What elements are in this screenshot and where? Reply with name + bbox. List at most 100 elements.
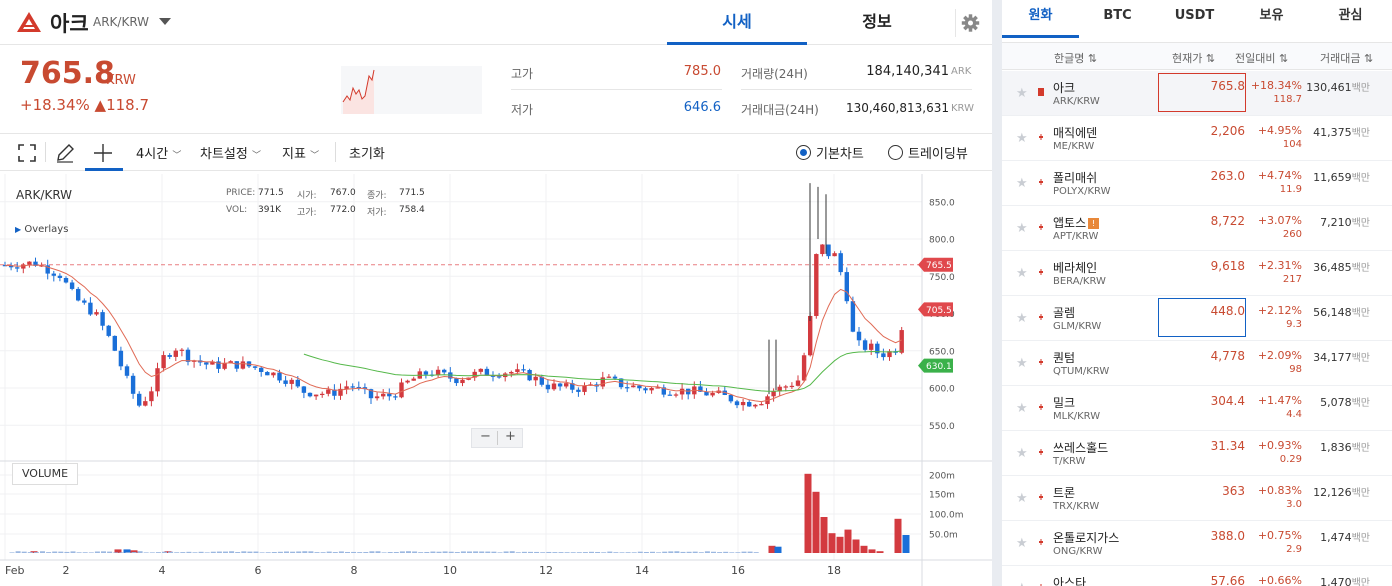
star-icon[interactable]: ★ xyxy=(1016,401,1028,416)
header-name[interactable]: 한글명 ⇅ xyxy=(1054,52,1098,65)
chart-symbol: ARK/KRW xyxy=(16,188,73,202)
market-row[interactable]: ★ 온톨로지가스 ONG/KRW 388.0 +0.75% 2.9 1,474백만 xyxy=(1002,521,1392,566)
coin-pair: APT/KRW xyxy=(1053,231,1099,242)
tab-holdings[interactable]: 보유 xyxy=(1259,8,1284,23)
ark-logo-icon xyxy=(17,12,41,32)
indicators-dropdown[interactable]: 지표 ﹀ xyxy=(282,143,319,162)
star-icon[interactable]: ★ xyxy=(1016,446,1028,461)
market-row[interactable]: ★ 베라체인 BERA/KRW 9,618 +2.31% 217 36,485백만 xyxy=(1002,251,1392,296)
market-row[interactable]: ★ 밀크 MLK/KRW 304.4 +1.47% 4.4 5,078백만 xyxy=(1002,386,1392,431)
coin-change-pct: +4.74% xyxy=(1257,169,1302,182)
x-tick-label: 12 xyxy=(539,564,553,577)
volume-bar xyxy=(332,552,338,553)
interval-dropdown[interactable]: 4시간 ﹀ xyxy=(136,143,181,162)
basic-chart-radio[interactable] xyxy=(796,145,811,160)
volume-bar xyxy=(107,551,113,553)
volume-bar xyxy=(876,551,884,553)
overlays-toggle[interactable]: ▶ Overlays xyxy=(15,224,68,235)
coin-volume: 5,078백만 xyxy=(1320,396,1370,409)
fullscreen-icon[interactable] xyxy=(18,144,36,162)
volume-bar xyxy=(113,552,119,553)
candle-body xyxy=(252,366,258,368)
candle-body xyxy=(259,367,264,372)
header-change[interactable]: 전일대비 ⇅ xyxy=(1235,52,1289,65)
tab-usdt[interactable]: USDT xyxy=(1174,8,1215,23)
candle-body xyxy=(88,302,93,315)
market-row[interactable]: ★ 트론 TRX/KRW 363 +0.83% 3.0 12,126백만 xyxy=(1002,476,1392,521)
candle-body xyxy=(143,401,148,406)
coin-price: 448.0 xyxy=(1210,304,1245,318)
candle-body xyxy=(399,382,404,398)
high-info-value: 772.0 xyxy=(330,205,356,215)
star-icon[interactable]: ★ xyxy=(1016,311,1028,326)
star-icon[interactable]: ★ xyxy=(1016,266,1028,281)
market-row[interactable]: ★ 아스타 57.66 +0.66% 1,470백만 xyxy=(1002,566,1392,586)
coin-pair: ARK/KRW xyxy=(93,15,150,29)
candle-body xyxy=(826,244,831,257)
candle-body xyxy=(771,391,776,397)
volume-bar xyxy=(369,551,375,553)
volume-tick-label: 50.0m xyxy=(929,531,958,541)
gear-icon[interactable] xyxy=(955,9,985,37)
price-change: +18.34% ▲118.7 xyxy=(20,96,150,114)
candle-body xyxy=(478,368,483,372)
pencil-icon[interactable] xyxy=(55,143,75,163)
header-price[interactable]: 현재가 ⇅ xyxy=(1172,52,1216,65)
volume-bar xyxy=(558,552,564,553)
star-icon[interactable]: ★ xyxy=(1016,581,1028,586)
tradingview-label[interactable]: 트레이딩뷰 xyxy=(908,147,968,162)
candle-body xyxy=(411,378,416,381)
tradingview-radio[interactable] xyxy=(888,145,903,160)
candle-body xyxy=(472,371,477,378)
market-row[interactable]: ★ 골렘 GLM/KRW 448.0 +2.12% 9.3 56,148백만 xyxy=(1002,296,1392,341)
price-tag-text: 705.5 xyxy=(926,306,952,316)
candle-body xyxy=(173,350,178,357)
star-icon[interactable]: ★ xyxy=(1016,176,1028,191)
star-icon[interactable]: ★ xyxy=(1016,86,1028,101)
star-icon[interactable]: ★ xyxy=(1016,491,1028,506)
ma-short-line xyxy=(4,264,902,403)
volume-bar xyxy=(552,552,558,553)
candle-body xyxy=(100,312,105,326)
volume-bar xyxy=(351,551,357,553)
coin-pair: ONG/KRW xyxy=(1053,546,1103,557)
volume-bar xyxy=(650,551,655,553)
market-row[interactable]: ★ 쓰레스홀드 T/KRW 31.34 +0.93% 0.29 1,836백만 xyxy=(1002,431,1392,476)
star-icon[interactable]: ★ xyxy=(1016,131,1028,146)
volume-bar xyxy=(637,551,643,553)
price-chart[interactable]: 850.0800.0750.0700.0650.0600.0550.0200m1… xyxy=(0,174,992,586)
star-icon[interactable]: ★ xyxy=(1016,356,1028,371)
tab-favorites[interactable]: 관심 xyxy=(1338,8,1363,23)
coin-change-pct: +18.34% xyxy=(1250,79,1302,92)
crosshair-icon[interactable] xyxy=(93,143,113,163)
tab-price[interactable]: 시세 xyxy=(667,0,807,45)
tab-info[interactable]: 정보 xyxy=(862,12,892,31)
star-icon[interactable]: ★ xyxy=(1016,221,1028,236)
candle-body xyxy=(350,386,355,388)
zoom-in-button[interactable]: + xyxy=(505,429,516,444)
zoom-out-button[interactable]: − xyxy=(480,429,491,444)
market-row[interactable]: ★ 앱토스! APT/KRW 8,722 +3.07% 260 7,210백만 xyxy=(1002,206,1392,251)
market-row[interactable]: ★ 폴리매쉬 POLYX/KRW 263.0 +4.74% 11.9 11,659백만 xyxy=(1002,161,1392,206)
candle-body xyxy=(667,394,673,396)
reset-button[interactable]: 초기화 xyxy=(349,147,385,162)
candle-body xyxy=(576,389,581,392)
volume-bar xyxy=(595,551,601,553)
market-row[interactable]: ★ 아크 ARK/KRW 765.8 +18.34% 118.7 130,461백만 xyxy=(1002,71,1392,116)
low-label: 저가 xyxy=(511,103,534,117)
basic-chart-label[interactable]: 기본차트 xyxy=(816,147,864,162)
market-row[interactable]: ★ 매직에덴 ME/KRW 2,206 +4.95% 104 41,375백만 xyxy=(1002,116,1392,161)
chevron-down-icon[interactable] xyxy=(157,13,173,29)
star-icon[interactable]: ★ xyxy=(1016,536,1028,551)
volume-bar xyxy=(768,545,776,553)
candle-body xyxy=(423,371,429,375)
coin-name: 베라체인 xyxy=(1053,261,1098,275)
chart-settings-dropdown[interactable]: 차트설정 ﹀ xyxy=(200,143,261,162)
header-volume[interactable]: 거래대금 ⇅ xyxy=(1320,52,1374,65)
coin-name: 트론 xyxy=(1053,486,1076,500)
candle-body xyxy=(881,353,886,358)
tab-btc[interactable]: BTC xyxy=(1103,8,1132,23)
price-tag: 630.1 xyxy=(918,358,953,373)
market-row[interactable]: ★ 퀀텀 QTUM/KRW 4,778 +2.09% 98 34,177백만 xyxy=(1002,341,1392,386)
tab-krw[interactable]: 원화 xyxy=(1002,0,1079,38)
